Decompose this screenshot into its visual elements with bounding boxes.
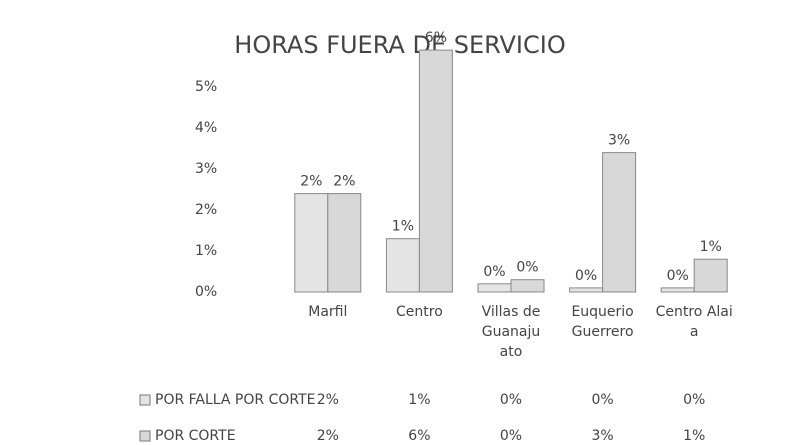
- value-label: 0%: [516, 260, 538, 276]
- value-label: 2%: [300, 174, 322, 190]
- table-cell: 2%: [317, 392, 339, 408]
- bar: [418, 49, 453, 293]
- value-label: 3%: [608, 133, 630, 149]
- legend-label: POR CORTE: [155, 428, 236, 444]
- value-label: 6%: [425, 30, 447, 46]
- legend-swatch: [139, 394, 151, 406]
- bar: [693, 258, 728, 293]
- table-cell: 0%: [500, 428, 522, 444]
- table-cell: 3%: [591, 428, 613, 444]
- value-label: 0%: [667, 268, 689, 284]
- value-label: 1%: [700, 239, 722, 255]
- x-tick-label: Villas de Guanajuato: [481, 304, 541, 360]
- table-cell: 6%: [408, 428, 430, 444]
- value-label: 1%: [392, 219, 414, 235]
- bar: [327, 193, 362, 293]
- y-tick-label: 0%: [195, 284, 217, 300]
- bar: [510, 279, 545, 293]
- table-cell: 1%: [408, 392, 430, 408]
- table-cell: 0%: [683, 392, 705, 408]
- bar: [385, 238, 420, 293]
- y-tick-label: 3%: [195, 161, 217, 177]
- y-tick-label: 5%: [195, 79, 217, 95]
- value-label: 0%: [575, 268, 597, 284]
- y-tick-label: 4%: [195, 120, 217, 136]
- bar: [477, 283, 512, 293]
- table-cell: 0%: [500, 392, 522, 408]
- value-label: 2%: [333, 174, 355, 190]
- y-tick-label: 1%: [195, 243, 217, 259]
- y-tick-label: 2%: [195, 202, 217, 218]
- x-tick-label: Centro Alaia: [655, 304, 733, 340]
- table-cell: 1%: [683, 428, 705, 444]
- x-tick-label: Marfil: [308, 304, 348, 320]
- legend-swatch: [139, 430, 151, 442]
- x-tick-label: Centro: [396, 304, 443, 320]
- legend-label: POR FALLA POR CORTE: [155, 392, 315, 408]
- chart-title: HORAS FUERA DE SERVICIO: [234, 31, 565, 59]
- value-label: 0%: [483, 264, 505, 280]
- bar: [569, 287, 604, 293]
- bar: [660, 287, 695, 293]
- table-cell: 0%: [591, 392, 613, 408]
- bar: [294, 193, 329, 293]
- table-cell: 2%: [317, 428, 339, 444]
- bar: [602, 152, 637, 293]
- x-tick-label: Euquerio Guerrero: [571, 304, 634, 340]
